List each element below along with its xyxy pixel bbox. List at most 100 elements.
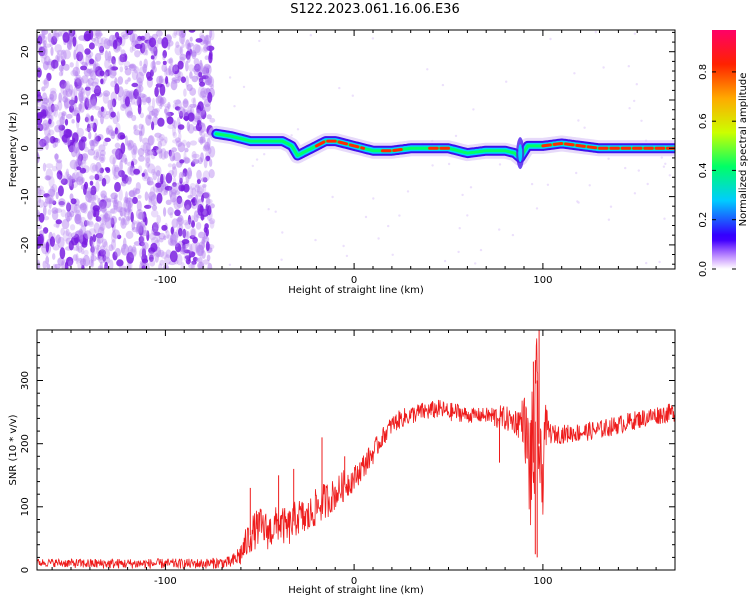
noise-blob bbox=[165, 76, 169, 85]
line-frame bbox=[36, 329, 676, 571]
noise-blob bbox=[138, 86, 142, 98]
colorbar-label: Normalized spectral amplitude bbox=[738, 73, 749, 227]
noise-blob bbox=[208, 169, 215, 179]
noise-blob bbox=[189, 140, 197, 146]
noise-blob bbox=[48, 118, 52, 125]
noise-blob bbox=[111, 231, 117, 243]
noise-dot bbox=[511, 233, 515, 237]
noise-blob bbox=[103, 213, 111, 223]
noise-blob bbox=[130, 211, 134, 223]
noise-blob bbox=[193, 69, 199, 76]
noise-blob bbox=[48, 199, 56, 204]
noise-blob bbox=[149, 186, 156, 198]
noise-dot bbox=[505, 80, 508, 83]
noise-blob bbox=[128, 248, 137, 259]
noise-blob bbox=[174, 241, 179, 248]
noise-blob bbox=[191, 75, 199, 83]
noise-blob bbox=[76, 176, 84, 186]
noise-blob bbox=[123, 216, 130, 226]
noise-blob bbox=[118, 216, 122, 221]
noise-blob bbox=[166, 40, 174, 47]
noise-blob bbox=[197, 261, 204, 269]
noise-blob bbox=[37, 118, 41, 124]
noise-blob bbox=[189, 71, 193, 79]
noise-blob bbox=[123, 199, 129, 212]
noise-blob bbox=[100, 245, 105, 252]
noise-blob bbox=[98, 42, 104, 51]
noise-dot bbox=[364, 215, 368, 219]
noise-dot bbox=[431, 164, 434, 167]
noise-blob bbox=[79, 53, 85, 65]
noise-blob bbox=[166, 234, 171, 239]
noise-blob bbox=[200, 87, 209, 98]
noise-blob bbox=[197, 136, 206, 144]
noise-blob bbox=[152, 229, 160, 237]
noise-blob bbox=[168, 187, 173, 193]
noise-blob bbox=[141, 137, 149, 145]
noise-blob bbox=[93, 222, 101, 234]
noise-blob bbox=[90, 81, 99, 87]
noise-dot bbox=[609, 205, 613, 208]
noise-blob bbox=[192, 44, 201, 54]
noise-blob bbox=[77, 262, 84, 269]
noise-blob bbox=[194, 194, 199, 205]
noise-blob bbox=[127, 142, 132, 151]
noise-blob bbox=[55, 219, 62, 225]
noise-blob bbox=[150, 194, 159, 206]
noise-blob bbox=[83, 249, 89, 256]
noise-blob bbox=[103, 198, 112, 209]
noise-dot bbox=[309, 34, 312, 37]
noise-dot bbox=[498, 228, 501, 231]
noise-blob bbox=[202, 39, 209, 45]
noise-blob bbox=[86, 79, 91, 91]
noise-blob bbox=[188, 263, 195, 269]
x-axis-label: Height of straight line (km) bbox=[288, 585, 424, 596]
noise-blob bbox=[55, 191, 59, 200]
noise-blob bbox=[79, 92, 84, 104]
colorbar-tick-label: 0.6 bbox=[698, 113, 709, 129]
noise-blob bbox=[69, 174, 73, 187]
noise-blob bbox=[181, 239, 190, 245]
noise-blob bbox=[140, 124, 145, 136]
spectral-ridge bbox=[208, 125, 675, 170]
noise-blob bbox=[142, 242, 149, 250]
noise-blob bbox=[179, 159, 185, 164]
noise-blob bbox=[83, 230, 92, 240]
noise-blob bbox=[194, 44, 202, 56]
noise-blob bbox=[182, 99, 189, 104]
noise-blob bbox=[173, 99, 181, 105]
noise-blob bbox=[58, 198, 66, 208]
noise-blob bbox=[179, 177, 183, 184]
noise-dot bbox=[387, 224, 390, 228]
noise-blob bbox=[84, 86, 91, 91]
noise-blob bbox=[205, 155, 211, 162]
noise-blob bbox=[127, 77, 131, 82]
noise-blob bbox=[176, 197, 184, 209]
noise-blob bbox=[74, 77, 80, 83]
noise-blob bbox=[188, 64, 195, 72]
noise-blob bbox=[93, 155, 98, 160]
noise-blob bbox=[157, 249, 165, 258]
noise-blob bbox=[100, 78, 104, 85]
noise-blob bbox=[60, 59, 66, 67]
noise-blob bbox=[116, 200, 123, 213]
noise-blob bbox=[177, 75, 182, 82]
noise-blob bbox=[119, 160, 123, 172]
noise-dot bbox=[640, 119, 643, 123]
noise-blob bbox=[132, 245, 137, 253]
noise-blob bbox=[58, 124, 66, 131]
noise-blob bbox=[101, 177, 107, 187]
noise-blob bbox=[99, 261, 103, 269]
noise-blob bbox=[179, 53, 187, 61]
noise-blob bbox=[208, 158, 213, 167]
noise-blob bbox=[55, 234, 61, 244]
noise-blob bbox=[181, 172, 186, 177]
noise-blob bbox=[62, 96, 68, 103]
noise-blob bbox=[186, 55, 191, 63]
noise-blob bbox=[37, 151, 40, 163]
noise-blob bbox=[102, 92, 109, 104]
noise-blob bbox=[172, 32, 177, 39]
noise-blob bbox=[200, 177, 208, 183]
noise-blob bbox=[201, 75, 209, 80]
noise-blob bbox=[80, 224, 87, 235]
